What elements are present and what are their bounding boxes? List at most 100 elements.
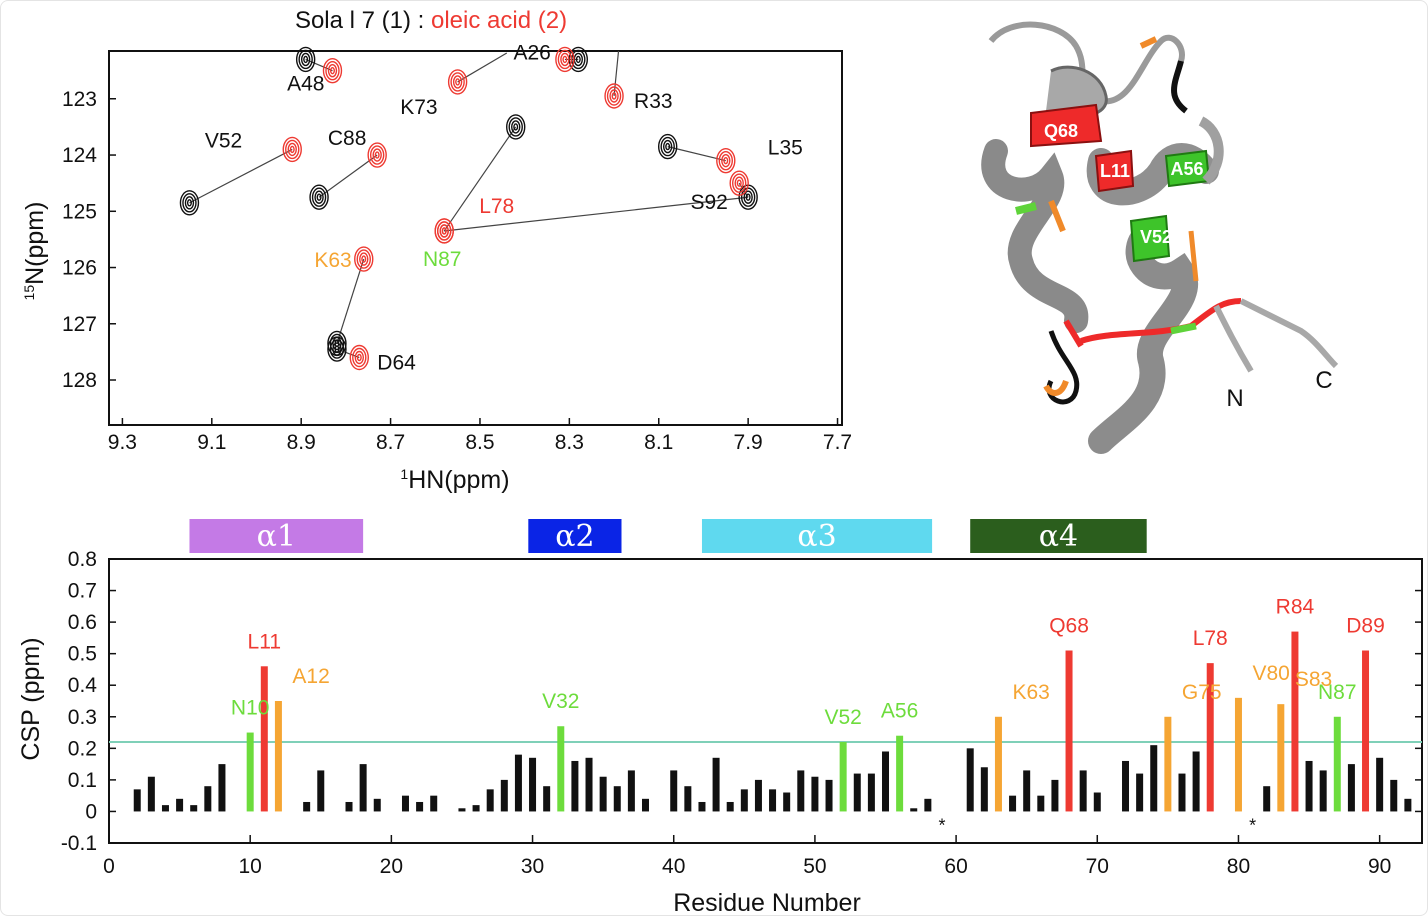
peak-c88-bound-contour — [375, 152, 379, 158]
csp-bar-residue-73 — [1136, 774, 1143, 812]
hsqc-x-tick-label: 9.3 — [108, 431, 137, 454]
csp-bar-residue-31 — [543, 786, 550, 811]
csp-y-tick-label: 0.5 — [68, 643, 97, 666]
peak-a48-label: A48 — [287, 73, 324, 96]
csp-bar-residue-26 — [473, 805, 480, 811]
csp-bar-residue-49 — [797, 770, 804, 811]
csp-y-tick-label: 0.4 — [68, 674, 98, 697]
csp-bar-residue-61 — [967, 748, 974, 811]
csp-bar-residue-35 — [600, 777, 607, 812]
csp-bar-residue-23 — [430, 796, 437, 812]
c-terminal-tail — [1241, 301, 1336, 366]
csp-bar-residue-41 — [684, 786, 691, 811]
protein-structure: Q68 L11 A56 V52 N C — [991, 25, 1336, 441]
csp-y-tick-label: 0.6 — [68, 611, 97, 634]
csp-bar-residue-14 — [303, 802, 310, 811]
csp-bar-residue-4 — [162, 805, 169, 811]
csp-bar-residue-38 — [642, 799, 649, 812]
c-terminus-label: C — [1315, 367, 1332, 394]
hsqc-x-tick-label: 8.9 — [287, 431, 316, 454]
structure-label-v52: V52 — [1140, 227, 1172, 247]
structure-label-l11: L11 — [1100, 161, 1130, 181]
secondary-structure-bars: α1 α2 α3 α4 — [189, 519, 1146, 554]
csp-bar-residue-56 — [896, 736, 903, 812]
peak-s92-label: S92 — [691, 191, 728, 214]
peak-l78-label: L78 — [479, 195, 514, 218]
csp-bar-residue-27 — [487, 789, 494, 811]
helix-label: α4 — [1039, 519, 1078, 554]
csp-bar-residue-29 — [515, 755, 522, 812]
csp-bar-residue-84 — [1291, 632, 1298, 812]
csp-bar-residue-40 — [670, 770, 677, 811]
csp-x-tick-label: 90 — [1368, 855, 1391, 878]
csp-bar-residue-8 — [218, 764, 225, 811]
csp-bar-residue-50 — [811, 777, 818, 812]
structure-label-a56: A56 — [1170, 159, 1203, 179]
csp-bar-residue-37 — [628, 770, 635, 811]
csp-bar-residue-11 — [261, 666, 268, 811]
csp-bar-residue-88 — [1348, 764, 1355, 811]
csp-x-tick-label: 10 — [239, 855, 262, 878]
csp-panel: α1 α2 α3 α4 0.8 0.7 0.6 0.5 0.4 0.3 0.2 0.1 0 -0.1 0… — [17, 519, 1422, 916]
csp-bar-residue-7 — [204, 786, 211, 811]
missing-residue-markers: * * — [938, 815, 1256, 835]
peak-c88-label: C88 — [328, 127, 367, 150]
hsqc-y-tick-label: 125 — [62, 200, 97, 223]
csp-bar-residue-10 — [247, 733, 254, 812]
csp-bar-label-n10: N10 — [231, 697, 270, 720]
csp-bar-residue-83 — [1277, 704, 1284, 811]
csp-y-tick-label: 0.7 — [68, 580, 97, 603]
csp-bar-label-g75: G75 — [1182, 681, 1222, 704]
csp-bar-residue-54 — [868, 774, 875, 812]
csp-bar-residue-30 — [529, 758, 536, 812]
csp-bar-residue-33 — [571, 761, 578, 811]
n-terminal-tail — [1216, 306, 1251, 371]
csp-bar-residue-68 — [1066, 651, 1073, 812]
csp-bar-residue-64 — [1009, 796, 1016, 812]
n-terminus-label: N — [1226, 385, 1243, 412]
csp-bar-label-a12: A12 — [292, 665, 329, 688]
csp-bar-residue-65 — [1023, 770, 1030, 811]
csp-x-tick-label: 20 — [380, 855, 403, 878]
csp-bar-residue-18 — [360, 764, 367, 811]
csp-bar-residue-55 — [882, 751, 889, 811]
csp-bar-residue-57 — [910, 808, 917, 811]
missing-residue-marker: * — [1249, 815, 1256, 835]
csp-x-tick-label: 80 — [1227, 855, 1250, 878]
csp-bar-residue-36 — [614, 786, 621, 811]
hsqc-x-tick-label: 7.7 — [823, 431, 852, 454]
helix-label: α3 — [797, 519, 836, 554]
csp-x-tick-label: 50 — [803, 855, 826, 878]
csp-bar-residue-15 — [317, 770, 324, 811]
csp-y-tick-label: -0.1 — [61, 832, 97, 855]
csp-bar-residue-22 — [416, 802, 423, 811]
csp-x-tick-label: 70 — [1086, 855, 1109, 878]
csp-bar-residue-92 — [1404, 799, 1411, 812]
csp-y-tick-label: 0.8 — [68, 548, 97, 571]
csp-bar-residue-66 — [1037, 796, 1044, 812]
peak-l78-free — [507, 115, 525, 139]
helix-label: α2 — [555, 519, 594, 554]
csp-bar-label-r84: R84 — [1276, 596, 1315, 619]
helix-left — [993, 151, 1076, 321]
csp-bar-residue-86 — [1320, 770, 1327, 811]
csp-bar-residue-75 — [1164, 717, 1171, 812]
peak-k73-leader-line — [458, 53, 507, 82]
csp-bar-label-l78: L78 — [1193, 627, 1228, 650]
csp-bar-residue-51 — [826, 780, 833, 812]
csp-bar-residue-47 — [769, 789, 776, 811]
peak-r33-label: R33 — [634, 90, 673, 113]
csp-bar-residue-19 — [374, 799, 381, 812]
peak-l35-label: L35 — [768, 137, 803, 160]
peak-k63-label: K63 — [314, 249, 351, 272]
peak-l78-free-contour — [514, 124, 518, 130]
csp-bar-residue-5 — [176, 799, 183, 812]
csp-y-tick-label: 0.3 — [68, 706, 97, 729]
csp-bar-residue-44 — [727, 802, 734, 811]
csp-bar-residue-77 — [1193, 751, 1200, 811]
missing-residue-marker: * — [938, 815, 945, 835]
csp-x-axis-label: Residue Number — [673, 889, 861, 916]
csp-bar-label-v52: V52 — [824, 706, 861, 729]
csp-bar-residue-58 — [924, 799, 931, 812]
